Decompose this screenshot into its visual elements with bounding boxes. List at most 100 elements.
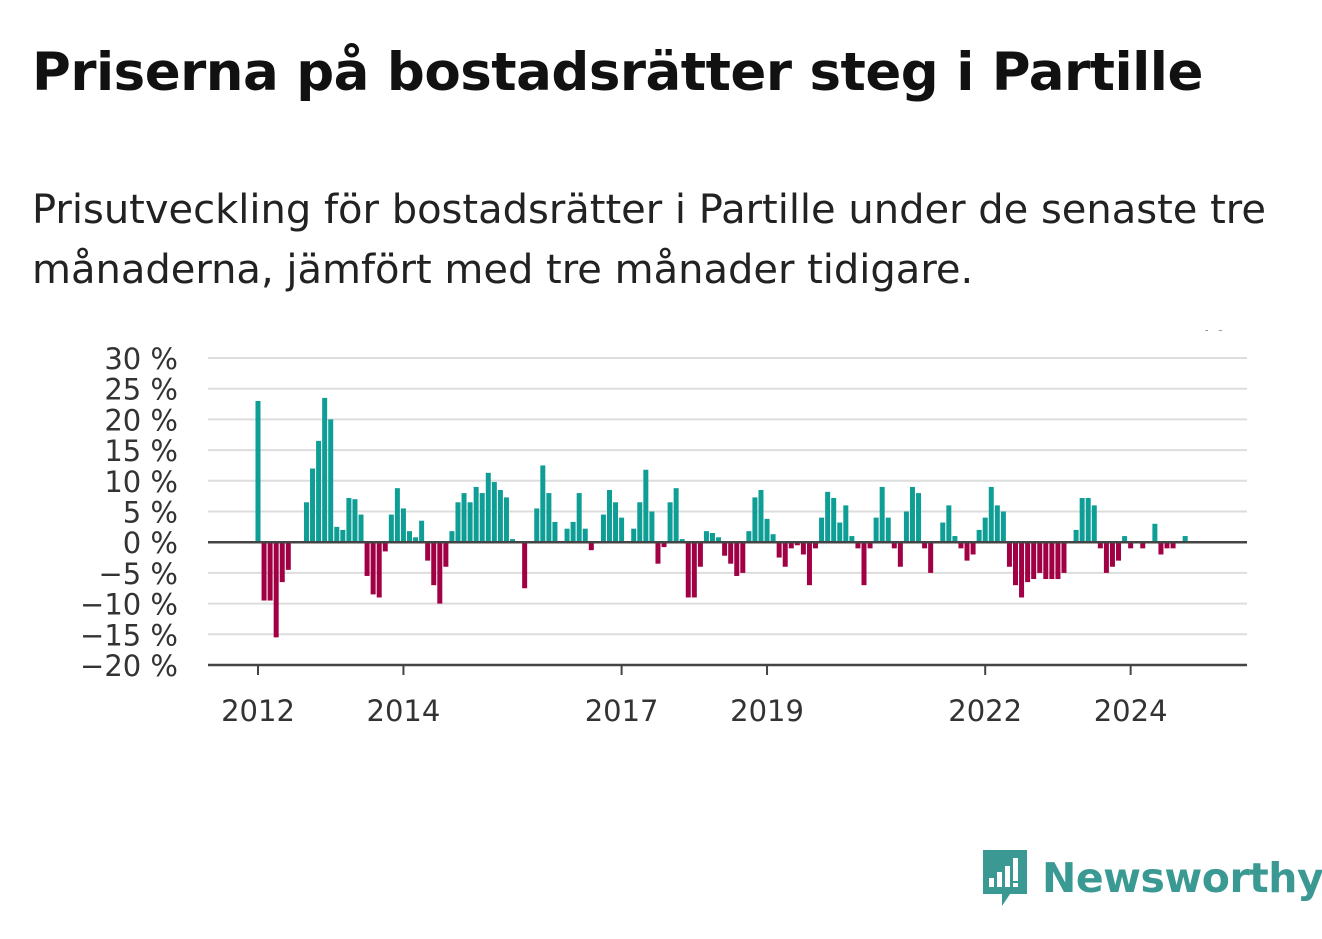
bar [461, 493, 467, 543]
y-axis-labels: 30 %25 %20 %15 %10 %5 %0 %−5 %−10 %−15 %… [80, 342, 178, 683]
bar [800, 542, 806, 555]
bar [467, 502, 473, 543]
bar [613, 502, 619, 543]
bar [310, 468, 316, 543]
bar [328, 419, 334, 543]
bar [1006, 542, 1012, 567]
bar [843, 505, 849, 543]
bar [982, 517, 988, 543]
bar [679, 539, 685, 543]
x-tick-label: 2012 [221, 694, 295, 728]
bar [643, 469, 649, 543]
bar [546, 493, 552, 543]
bar [794, 542, 800, 546]
bar [382, 542, 388, 552]
bar [1109, 542, 1115, 567]
brand-name: Newsworthy [1042, 854, 1322, 902]
bar [413, 537, 419, 543]
bar [540, 465, 546, 543]
bar [485, 472, 491, 543]
bar [267, 542, 273, 601]
x-tick-label: 2024 [1094, 694, 1168, 728]
bar [661, 542, 667, 548]
bar [279, 542, 285, 583]
bar [764, 518, 770, 543]
x-tick-label: 2019 [730, 694, 804, 728]
bar [1091, 505, 1097, 543]
bar [1079, 497, 1085, 543]
bar [831, 497, 837, 543]
bar [619, 517, 625, 543]
bar [1061, 542, 1067, 573]
bar [473, 486, 479, 543]
bar [752, 497, 758, 543]
grid-lines [208, 357, 1247, 636]
bar [849, 536, 855, 543]
bar [964, 542, 970, 561]
bar [691, 542, 697, 598]
bar [534, 508, 540, 543]
bar [1116, 542, 1122, 561]
bar [1097, 542, 1103, 549]
bar [407, 531, 412, 543]
bar [958, 542, 964, 549]
bar [952, 536, 958, 543]
bar [364, 542, 370, 576]
bar [261, 542, 267, 601]
y-tick-label: 10 % [104, 465, 178, 499]
axes [208, 540, 1247, 675]
bar [716, 537, 722, 543]
bar [994, 505, 1000, 543]
bar [582, 528, 588, 543]
bar [909, 486, 915, 543]
bar [322, 397, 328, 543]
bar [400, 508, 406, 543]
bar [1103, 542, 1109, 573]
y-tick-label: −15 % [80, 618, 178, 652]
bar [758, 490, 764, 543]
bar [443, 542, 449, 567]
bar [631, 528, 637, 543]
bar [437, 542, 443, 604]
bar [897, 542, 903, 567]
bar [340, 529, 346, 543]
bar [1085, 497, 1091, 543]
bar [1158, 542, 1164, 555]
bar [1049, 542, 1055, 580]
bar [255, 400, 261, 543]
bar [1128, 542, 1134, 549]
bar [522, 542, 528, 589]
bar [867, 542, 873, 549]
bar [1073, 529, 1079, 543]
bar [649, 511, 655, 543]
bar [358, 514, 364, 543]
bar [1037, 542, 1043, 573]
newsworthy-logo: Newsworthy [980, 848, 1322, 908]
bar [885, 517, 891, 543]
bar [916, 493, 922, 543]
bar [1164, 542, 1170, 549]
bar [837, 522, 843, 543]
bar [788, 542, 794, 549]
bar [861, 542, 867, 586]
bar [394, 488, 400, 543]
bar [940, 522, 946, 543]
bar [825, 491, 831, 543]
y-tick-label: 20 % [104, 403, 178, 437]
bar [316, 440, 322, 543]
y-tick-label: 5 % [123, 496, 178, 530]
bar [1152, 523, 1158, 543]
bar [928, 542, 934, 573]
bar [1025, 542, 1031, 583]
bar [655, 542, 661, 564]
bar [588, 542, 594, 551]
bar [479, 493, 485, 543]
bar [285, 542, 291, 570]
y-tick-label: −10 % [80, 588, 178, 622]
bar [734, 542, 740, 576]
bar-chart: 30 %25 %20 %15 %10 %5 %0 %−5 %−10 %−15 %… [80, 330, 1247, 728]
bar [497, 490, 503, 543]
bar [1031, 542, 1037, 580]
bar [370, 542, 376, 595]
bar [673, 488, 679, 543]
